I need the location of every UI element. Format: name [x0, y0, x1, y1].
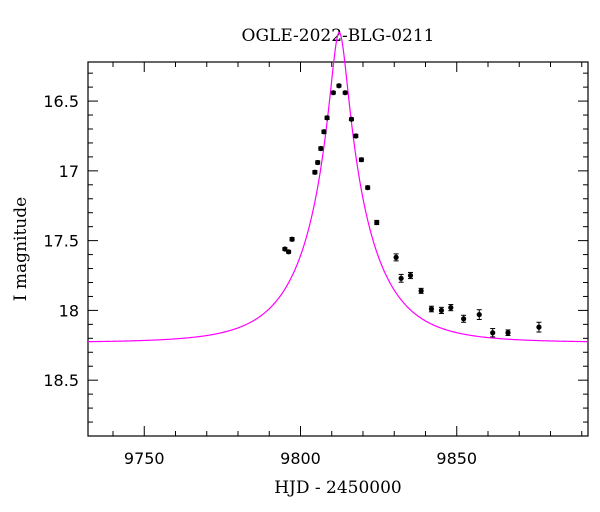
- data-point: [324, 115, 330, 121]
- x-tick-label: 9750: [124, 449, 165, 468]
- data-marker: [289, 236, 295, 242]
- data-marker: [461, 316, 467, 322]
- data-point: [289, 236, 295, 242]
- data-point: [393, 253, 399, 262]
- x-tick-label: 9850: [436, 449, 477, 468]
- axis-ticks: [88, 62, 588, 437]
- data-marker: [374, 219, 380, 226]
- data-point: [505, 329, 511, 337]
- data-point: [461, 314, 467, 323]
- data-marker: [438, 307, 445, 314]
- data-marker: [324, 115, 330, 121]
- data-marker: [321, 129, 327, 135]
- model-curve: [87, 31, 589, 343]
- data-point: [418, 287, 424, 294]
- data-marker: [448, 305, 454, 311]
- data-marker: [358, 157, 365, 163]
- data-marker: [418, 288, 424, 294]
- data-point: [438, 306, 445, 314]
- data-marker: [342, 90, 348, 96]
- data-point: [428, 305, 435, 313]
- data-marker: [348, 116, 355, 122]
- data-point: [342, 90, 348, 96]
- x-axis-label: HJD - 2450000: [274, 478, 402, 498]
- data-point: [348, 116, 355, 122]
- data-point: [353, 133, 359, 139]
- plot-frame: [87, 61, 589, 437]
- data-point: [374, 219, 380, 226]
- data-marker: [407, 272, 414, 279]
- data-point: [448, 304, 454, 312]
- data-point: [321, 129, 327, 135]
- x-tick-label: 9800: [280, 449, 321, 468]
- y-tick-label: 18.5: [43, 371, 79, 390]
- data-point: [476, 309, 482, 320]
- data-marker: [286, 249, 292, 255]
- data-points: [282, 83, 542, 338]
- data-point: [407, 271, 414, 280]
- data-point: [286, 249, 292, 255]
- data-marker: [490, 330, 496, 336]
- data-marker: [536, 324, 542, 330]
- data-marker: [476, 311, 482, 318]
- y-tick-label: 17.5: [43, 232, 79, 251]
- data-point: [490, 328, 496, 338]
- y-axis-label: I magnitude: [11, 197, 31, 301]
- data-marker: [315, 159, 321, 166]
- tick-labels: 9750 9800 9850 16.5 17 17.5 18 18.5: [43, 92, 477, 468]
- data-marker: [330, 90, 336, 96]
- y-tick-label: 18: [59, 301, 79, 320]
- data-marker: [393, 254, 399, 260]
- data-point: [536, 321, 542, 333]
- y-tick-label: 16.5: [43, 92, 79, 111]
- data-marker: [353, 133, 359, 139]
- data-point: [318, 145, 324, 152]
- data-point: [312, 169, 318, 175]
- data-marker: [505, 330, 511, 336]
- data-marker: [428, 306, 435, 312]
- data-point: [336, 83, 342, 89]
- data-marker: [365, 184, 371, 191]
- y-tick-label: 17: [59, 162, 79, 181]
- data-marker: [312, 169, 318, 175]
- data-point: [315, 159, 321, 166]
- data-marker: [336, 83, 342, 89]
- data-point: [398, 273, 404, 283]
- data-point: [330, 90, 336, 96]
- data-marker: [318, 145, 324, 152]
- data-marker: [398, 275, 404, 281]
- data-point: [365, 184, 371, 191]
- data-point: [358, 157, 365, 163]
